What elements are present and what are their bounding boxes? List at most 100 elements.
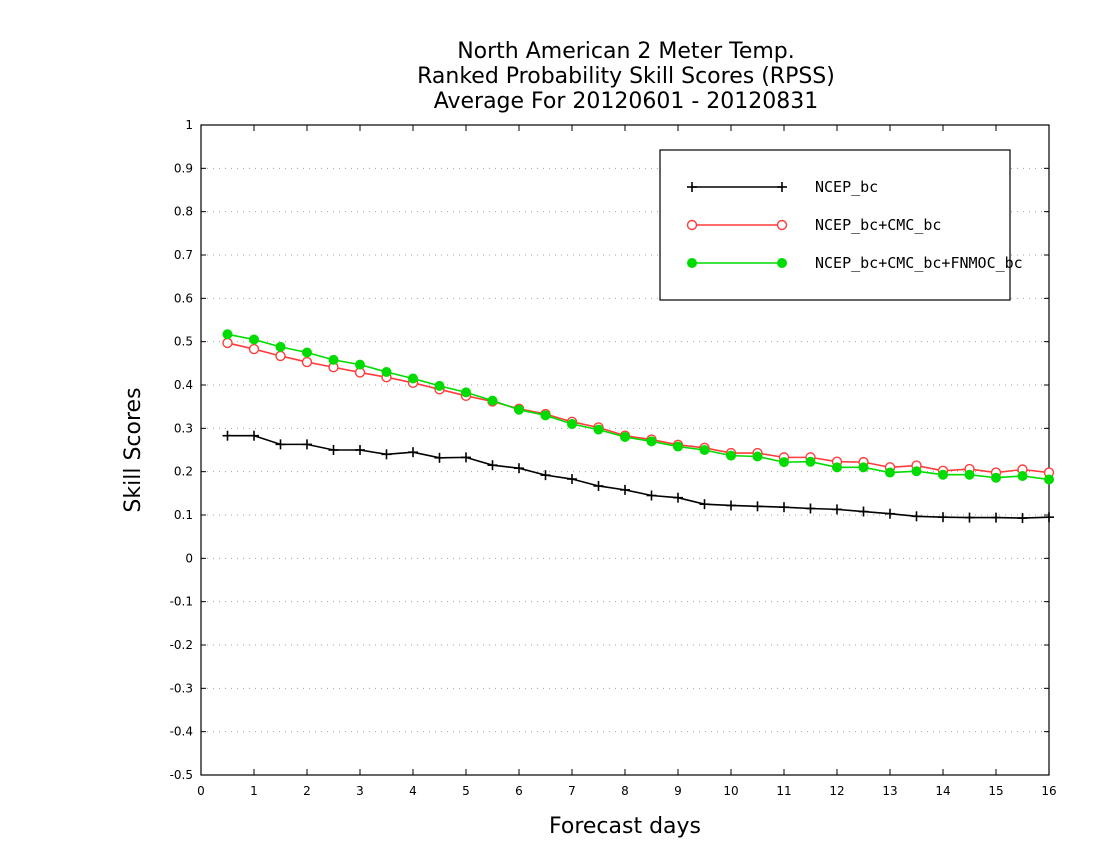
legend: NCEP_bc NCEP_bc+CMC_bc NCEP_bc+CMC_bc+FNMO…	[659, 149, 1023, 301]
data-series	[222, 329, 1055, 524]
x-tick-label: 8	[621, 784, 629, 798]
data-point	[222, 337, 233, 349]
data-point	[1017, 513, 1028, 524]
y-axis-label: Skill Scores	[121, 387, 146, 512]
data-point	[461, 387, 471, 398]
data-point	[302, 347, 312, 358]
y-tick-label: 0.8	[174, 205, 193, 219]
data-point	[805, 456, 816, 467]
y-tick-label: -0.4	[170, 725, 193, 739]
x-tick-label: 7	[568, 784, 576, 798]
data-point	[885, 508, 895, 519]
data-point	[514, 463, 524, 474]
data-point	[408, 373, 418, 384]
series-1	[222, 337, 1055, 478]
data-point	[646, 436, 657, 447]
x-tick-label: 2	[303, 784, 311, 798]
legend-label: NCEP_bc	[815, 178, 878, 196]
data-point	[434, 380, 445, 391]
x-tick-label: 4	[409, 784, 417, 798]
y-tick-label: 0.3	[174, 421, 193, 435]
y-tick-label: 0.4	[174, 378, 193, 392]
data-point	[301, 356, 313, 368]
x-tick-label: 14	[935, 784, 950, 798]
data-point	[540, 410, 551, 421]
data-point	[991, 472, 1001, 483]
data-point	[222, 329, 233, 340]
data-point	[752, 451, 763, 462]
y-tick-label: 0.2	[174, 465, 193, 479]
x-tick-label: 13	[882, 784, 897, 798]
data-point	[461, 452, 471, 463]
data-point	[858, 462, 869, 473]
y-tick-label: 0.6	[174, 291, 193, 305]
data-point	[1017, 471, 1028, 481]
chart-title-line: Average For 20120601 - 20120831	[434, 89, 819, 114]
data-point	[1044, 474, 1054, 485]
data-point	[222, 430, 233, 441]
series-line	[227, 333, 1050, 481]
data-point	[620, 484, 630, 495]
data-point	[699, 445, 710, 455]
data-point	[249, 430, 259, 441]
y-tick-label: -0.5	[170, 768, 193, 782]
data-point	[752, 501, 763, 512]
y-tick-label: 0.9	[174, 161, 193, 175]
legend-marker	[776, 219, 788, 231]
legend-marker	[687, 182, 697, 192]
chart-title: North American 2 Meter Temp.Ranked Proba…	[417, 39, 835, 114]
data-point	[1044, 512, 1054, 523]
x-tick-label: 9	[674, 784, 682, 798]
y-tick-label: -0.2	[170, 638, 193, 652]
data-point	[620, 432, 630, 442]
data-point	[302, 439, 312, 450]
data-point	[964, 512, 975, 523]
data-point	[779, 457, 789, 468]
data-point	[911, 511, 922, 522]
legend-marker	[777, 258, 787, 268]
y-tick-label: 0	[185, 551, 193, 565]
legend-marker	[686, 219, 698, 231]
x-tick-label: 15	[988, 784, 1003, 798]
data-point	[434, 452, 445, 463]
x-tick-label: 5	[462, 784, 470, 798]
data-point	[381, 449, 392, 460]
y-tick-label: -0.3	[170, 681, 193, 695]
data-point	[673, 441, 683, 452]
x-tick-label: 1	[250, 784, 258, 798]
x-axis-ticks: 0 1 2 3 4 5 6 7 8 9 10 11 12 13 14 15 16	[197, 125, 1057, 798]
data-point	[249, 334, 259, 345]
data-point	[355, 359, 365, 370]
legend-label: NCEP_bc+CMC_bc+FNMOC_bc	[815, 254, 1023, 272]
data-point	[328, 354, 339, 365]
series-2	[222, 329, 1054, 485]
data-point	[673, 492, 683, 503]
data-point	[487, 395, 498, 406]
series-0	[222, 430, 1054, 524]
x-axis-label: Forecast days	[549, 814, 701, 839]
series-line	[227, 434, 1050, 519]
x-tick-label: 10	[723, 784, 738, 798]
data-point	[275, 439, 286, 450]
data-point	[646, 490, 657, 501]
x-tick-label: 12	[829, 784, 844, 798]
x-tick-label: 0	[197, 784, 205, 798]
y-tick-label: -0.1	[170, 595, 193, 609]
data-point	[938, 512, 948, 523]
data-point	[408, 447, 418, 458]
data-point	[991, 512, 1001, 523]
y-tick-label: 0.5	[174, 335, 193, 349]
y-tick-label: 0.1	[174, 508, 193, 522]
data-point	[858, 506, 869, 517]
legend-label: NCEP_bc+CMC_bc	[815, 216, 941, 234]
data-point	[832, 462, 842, 473]
data-point	[593, 480, 604, 491]
y-tick-label: 1	[185, 118, 193, 132]
data-point	[964, 469, 975, 480]
data-point	[832, 504, 842, 515]
data-point	[540, 470, 551, 481]
data-point	[779, 502, 789, 513]
data-point	[248, 343, 260, 355]
data-point	[726, 500, 736, 511]
